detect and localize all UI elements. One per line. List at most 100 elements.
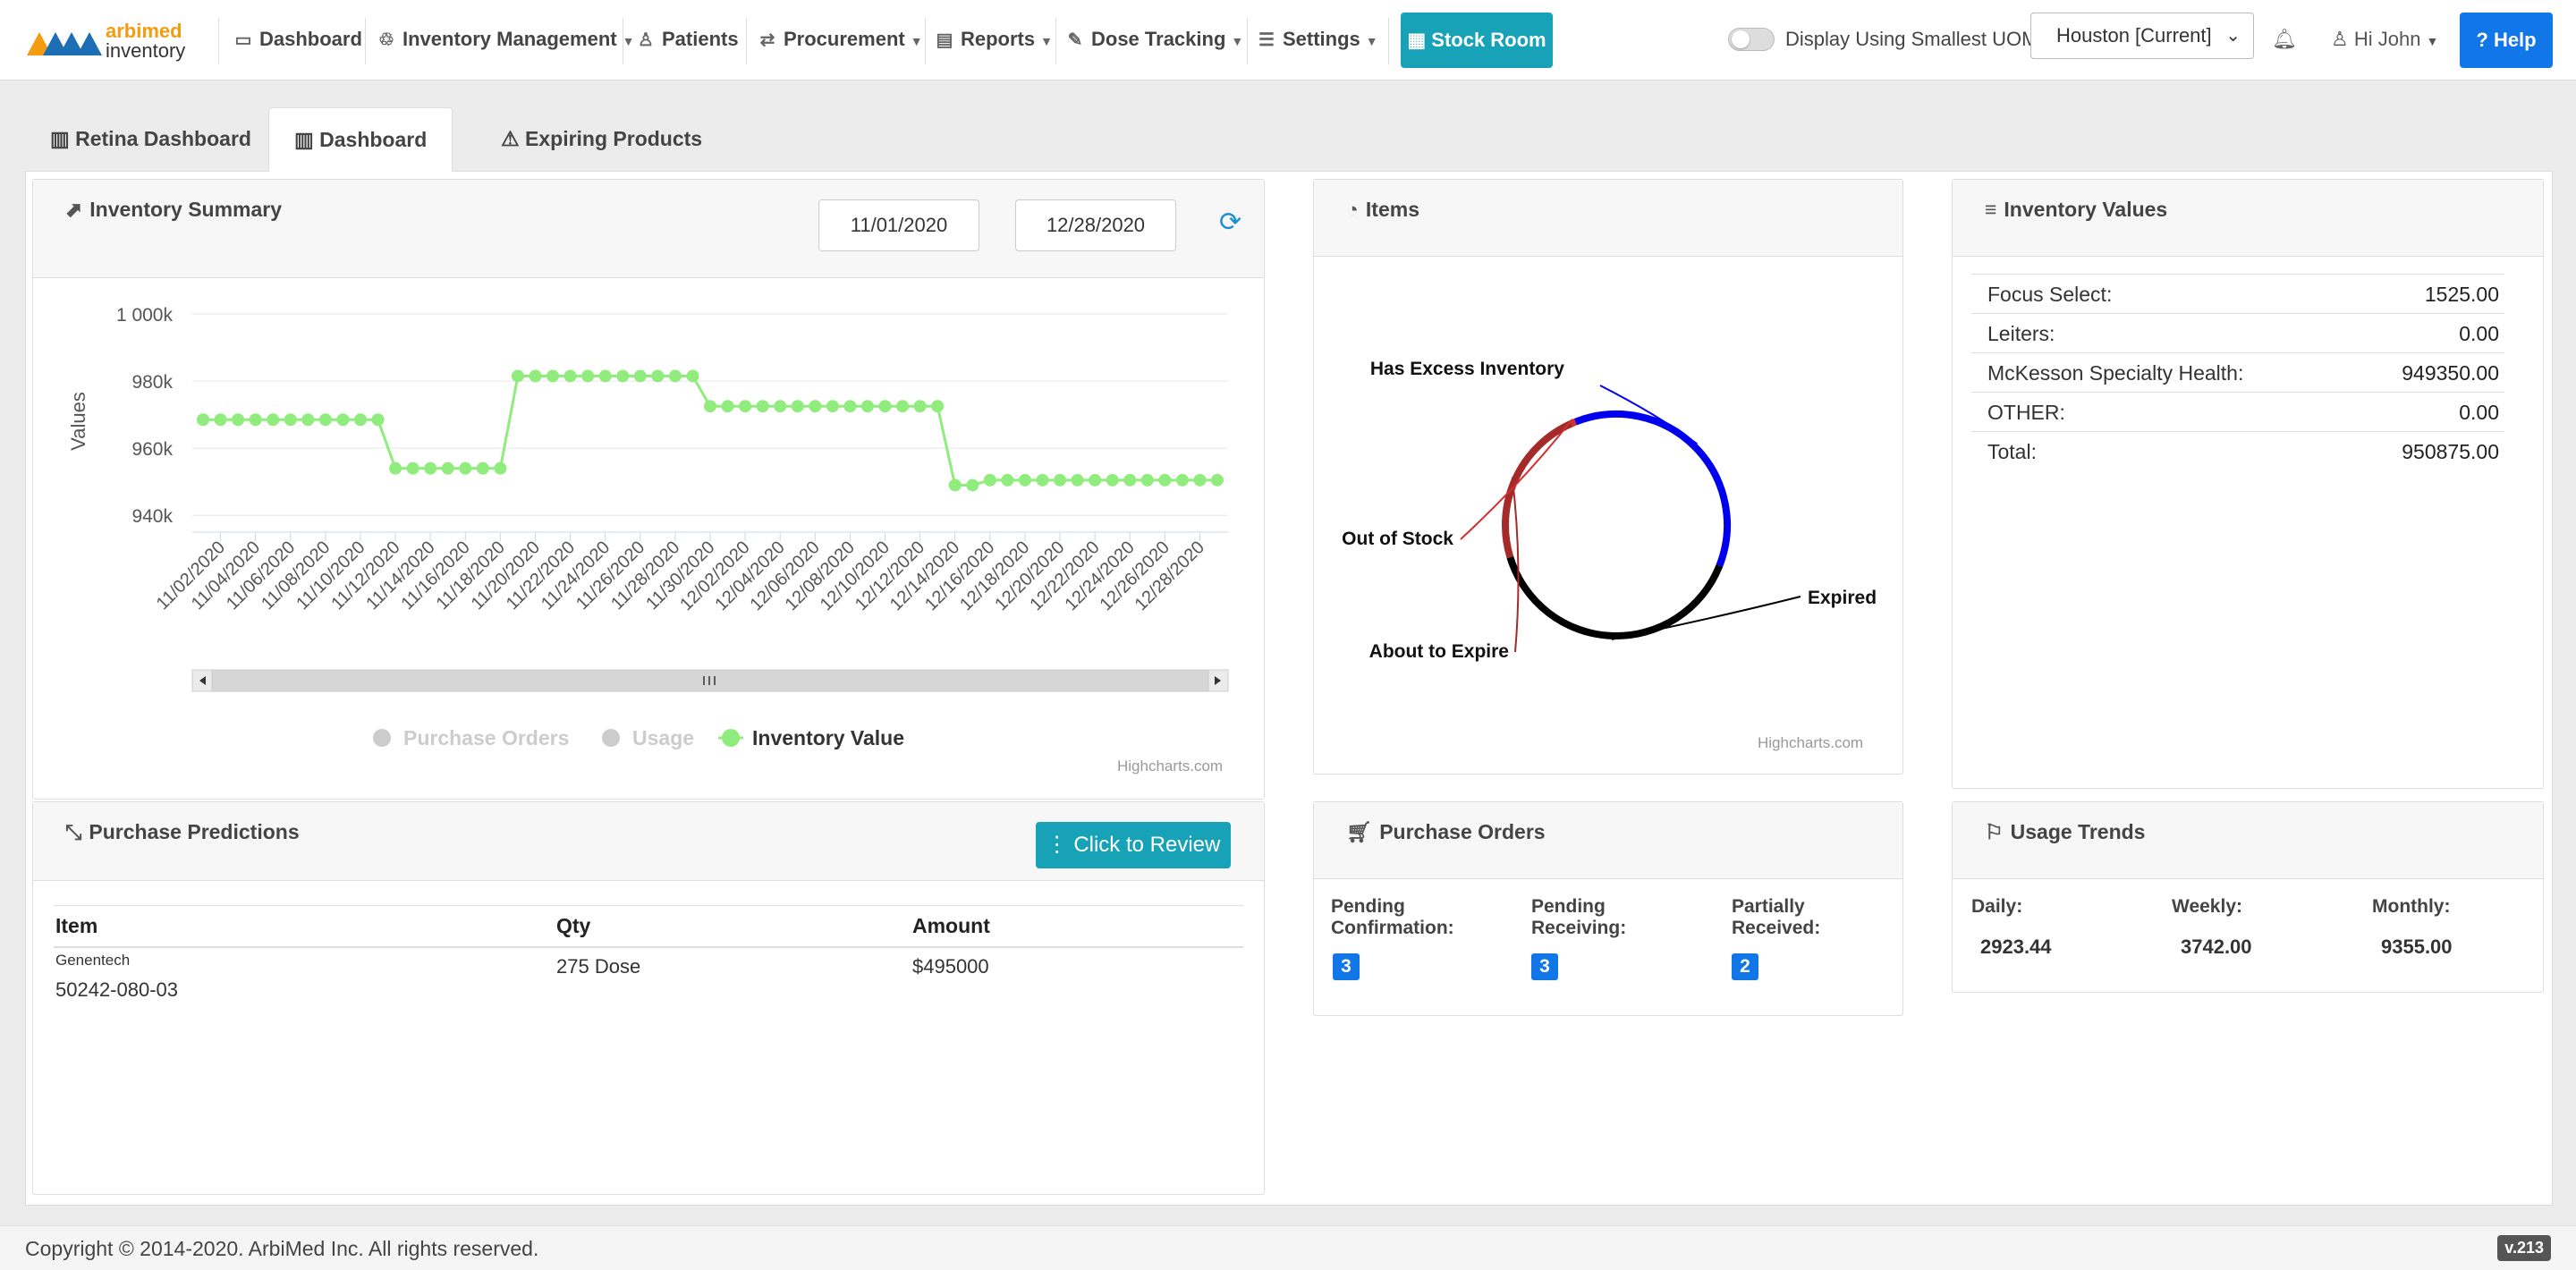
partially-received-badge[interactable]: 2 (1732, 953, 1758, 980)
data-point (686, 369, 699, 383)
data-point (1001, 473, 1014, 487)
data-point (267, 413, 280, 427)
caret-down-icon: ▼ (1040, 34, 1053, 48)
smallest-uom-toggle[interactable] (1728, 28, 1775, 51)
highcharts-credit[interactable]: Highcharts.com (1117, 758, 1224, 775)
column-header-qty: Qty (556, 914, 591, 937)
data-point (598, 369, 612, 383)
value-row: McKesson Specialty Health: 949350.00 (1971, 352, 2504, 392)
nav-dose-tracking-label: Dose Tracking (1091, 28, 1226, 50)
tab-dashboard[interactable]: ▥ Dashboard (268, 107, 453, 172)
legend-marker (373, 729, 391, 747)
highcharts-credit[interactable]: Highcharts.com (1758, 734, 1864, 751)
donut-slice (1502, 419, 1573, 559)
inventory-value-line (203, 374, 1217, 487)
pending-confirmation-badge[interactable]: 3 (1333, 953, 1360, 980)
donut-slice (1570, 418, 1577, 428)
connector-line (1460, 419, 1573, 540)
compress-icon: ⤡ (65, 820, 82, 843)
data-point (441, 461, 454, 475)
data-point (197, 413, 209, 427)
data-point (948, 478, 962, 492)
y-tick-label: 980k (131, 372, 173, 393)
value-row: Leiters: 0.00 (1971, 313, 2504, 352)
value-label: Total: (1987, 440, 2037, 463)
nav-divider (1055, 18, 1056, 64)
nav-procurement[interactable]: ⇄ Procurement ▼ (757, 0, 923, 80)
usage-monthly-label: Monthly: (2372, 896, 2451, 917)
date-to-input[interactable]: 12/28/2020 (1015, 199, 1176, 251)
help-button[interactable]: ? Help (2460, 13, 2553, 68)
pie-chart-icon: ◔ (1346, 198, 1359, 221)
tab-retina-dashboard[interactable]: ▥ Retina Dashboard (25, 107, 276, 172)
handshake-icon: ♲ (378, 30, 394, 50)
donut-slice (1506, 555, 1724, 639)
panel-header: 🛒︎ Purchase Orders (1314, 802, 1902, 879)
data-point (529, 369, 542, 383)
user-menu[interactable]: ♙ Hi John ▼ (2331, 0, 2438, 80)
data-point (791, 400, 804, 413)
data-point (1054, 473, 1067, 487)
user-greeting: Hi John (2353, 28, 2421, 50)
dashboard-tabs: ▥ Retina Dashboard ▥ Dashboard ⚠ Expirin… (25, 107, 2553, 172)
partially-received-label[interactable]: Partially Received: (1732, 896, 1821, 938)
legend-item: Purchase Orders (403, 726, 569, 749)
pending-receiving-label[interactable]: Pending Receiving: (1531, 896, 1627, 938)
top-navbar: arbimed inventory ▭ Dashboard ♲ Inventory … (0, 0, 2576, 80)
click-to-review-button[interactable]: ⋮ Click to Review (1036, 822, 1231, 868)
nav-patients[interactable]: ♙ Patients (635, 0, 739, 80)
panel-header: ⬈Inventory Summary 11/01/2020 - 12/28/20… (33, 180, 1264, 278)
bell-icon[interactable]: 🔔︎ (2272, 28, 2297, 50)
data-point (651, 369, 665, 383)
caret-down-icon: ▼ (1365, 34, 1378, 48)
nav-reports[interactable]: ▤ Reports ▼ (934, 0, 1053, 80)
slice-label: Out of Stock (1342, 529, 1453, 549)
stock-room-icon: ▦ (1407, 29, 1432, 51)
legend-item: Usage (632, 726, 694, 749)
value-label: McKesson Specialty Health: (1987, 361, 2244, 385)
data-point (809, 400, 822, 413)
nav-dose-tracking[interactable]: ✎ Dose Tracking ▼ (1064, 0, 1244, 80)
brand-top: arbimed (106, 20, 182, 42)
refresh-icon[interactable]: ⟳ (1219, 207, 1242, 237)
data-point (459, 461, 472, 475)
nav-divider (746, 18, 747, 64)
column-header-amount: Amount (912, 914, 990, 937)
nav-divider (218, 18, 219, 64)
brand-wordmark: arbimed inventory (106, 21, 185, 61)
stock-room-label: Stock Room (1431, 29, 1546, 51)
caret-down-icon: ▼ (910, 34, 923, 48)
bar-chart-icon: ▥ (294, 128, 320, 151)
pending-confirmation-label[interactable]: Pending Confirmation: (1331, 896, 1454, 938)
location-select[interactable]: Houston [Current] ⌄ (2030, 13, 2254, 59)
data-point (756, 400, 769, 413)
user-icon: ♙ (2331, 28, 2354, 50)
sliders-icon: ☰ (1258, 30, 1275, 50)
panel-title: ⬈ Inventory Summary (65, 198, 282, 222)
tab-dashboard-label: Dashboard (319, 128, 428, 151)
arbimed-logo[interactable] (27, 20, 102, 61)
nav-dashboard[interactable]: ▭ Dashboard (233, 0, 362, 80)
connector-line (1611, 596, 1801, 640)
nav-inventory-management[interactable]: ♲ Inventory Management ▼ (376, 0, 634, 80)
pending-receiving-badge[interactable]: 3 (1531, 953, 1558, 980)
prediction-amount: $495000 (912, 955, 989, 978)
nav-dashboard-label: Dashboard (259, 28, 362, 50)
data-point (301, 413, 315, 427)
slice-label: Has Excess Inventory (1370, 359, 1564, 379)
stock-room-button[interactable]: ▦ Stock Room (1401, 13, 1553, 68)
data-point (284, 413, 297, 427)
data-point (336, 413, 350, 427)
inventory-summary-title: Inventory Summary (89, 198, 283, 221)
nav-settings[interactable]: ☰ Settings ▼ (1256, 0, 1378, 80)
date-from-input[interactable]: 11/01/2020 (818, 199, 979, 251)
data-point (1123, 473, 1137, 487)
tab-retina-dashboard-label: Retina Dashboard (75, 127, 251, 150)
navigator-scrollbar (191, 669, 1229, 692)
tab-expiring-products[interactable]: ⚠ Expiring Products (476, 107, 727, 172)
items-donut-chart: Has Excess Inventory Expired About to Expi… (1342, 359, 1877, 662)
data-point (1175, 473, 1189, 487)
usage-daily-value: 2923.44 (1980, 936, 2052, 958)
value-row: OTHER: 0.00 (1971, 392, 2504, 431)
data-point (1071, 473, 1084, 487)
